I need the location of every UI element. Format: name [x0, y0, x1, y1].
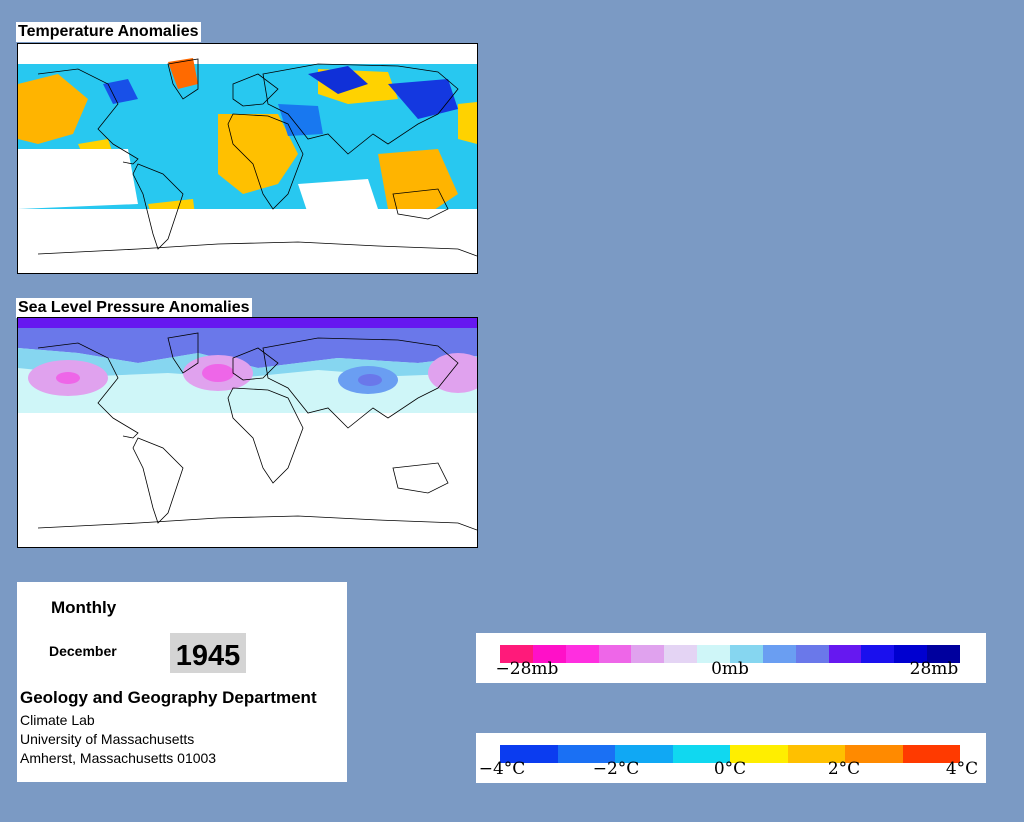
- temperature-anomaly-field: [18, 58, 477, 273]
- pressure-swatch-4: [631, 645, 665, 663]
- year-display: 1945: [170, 633, 246, 673]
- lab-name: Climate Lab: [20, 712, 95, 728]
- university-name: University of Massachusetts: [20, 731, 195, 747]
- pressure-swatch-1: [532, 645, 566, 663]
- pressure-legend-zero-label: 0mb: [711, 659, 749, 679]
- pressure-swatch-7: [730, 645, 763, 663]
- temperature-legend-label-zero: 0°C: [713, 759, 747, 779]
- pressure-swatch-2: [565, 645, 599, 663]
- pressure-color-bar: [500, 645, 961, 663]
- temperature-swatch-0: [500, 745, 558, 763]
- temperature-swatch-3: [672, 745, 730, 763]
- pressure-legend-min-label: −28mb: [495, 659, 559, 679]
- temperature-legend-label-neg2: −2°C: [592, 759, 640, 779]
- pressure-panel-title: Sea Level Pressure Anomalies: [16, 298, 252, 318]
- pressure-swatch-9: [795, 645, 829, 663]
- temperature-legend-label-pos4: 4°C: [945, 759, 979, 779]
- temperature-swatch-1: [557, 745, 615, 763]
- pressure-swatch-5: [664, 645, 698, 663]
- pressure-swatch-10: [828, 645, 862, 663]
- temperature-legend-label-neg4: −4°C: [478, 759, 526, 779]
- department-name: Geology and Geography Department: [20, 688, 317, 707]
- pressure-color-legend: −28mb 0mb 28mb: [476, 633, 986, 683]
- pressure-legend-max-label: 28mb: [909, 659, 959, 679]
- address-line: Amherst, Massachusetts 01003: [20, 750, 217, 766]
- pressure-anomaly-map: [17, 317, 478, 548]
- temperature-swatch-2: [615, 745, 673, 763]
- pressure-swatch-3: [598, 645, 632, 663]
- pressure-swatch-13: [927, 645, 961, 663]
- pressure-swatch-12: [894, 645, 928, 663]
- temperature-map-coastlines: [37, 58, 477, 257]
- pressure-swatch-11: [861, 645, 895, 663]
- pressure-swatch-0: [500, 645, 533, 663]
- temperature-swatch-5: [787, 745, 845, 763]
- period-label: Monthly: [51, 598, 117, 617]
- pressure-swatch-6: [697, 645, 731, 663]
- pressure-map-coastlines: [37, 332, 477, 531]
- temperature-legend-label-pos2: 2°C: [827, 759, 861, 779]
- temperature-panel-title: Temperature Anomalies: [16, 22, 201, 42]
- month-label: December: [49, 643, 117, 659]
- pressure-anomaly-field: [18, 318, 477, 413]
- temperature-anomaly-map: [17, 43, 478, 274]
- temperature-color-bar: [500, 745, 960, 763]
- temperature-color-legend: −4°C −2°C 0°C 2°C 4°C: [476, 733, 986, 783]
- temperature-swatch-7: [902, 745, 960, 763]
- pressure-swatch-8: [762, 645, 796, 663]
- temperature-swatch-6: [845, 745, 903, 763]
- temperature-swatch-4: [730, 745, 788, 763]
- info-panel: Monthly December 1945 Geology and Geogra…: [17, 582, 347, 782]
